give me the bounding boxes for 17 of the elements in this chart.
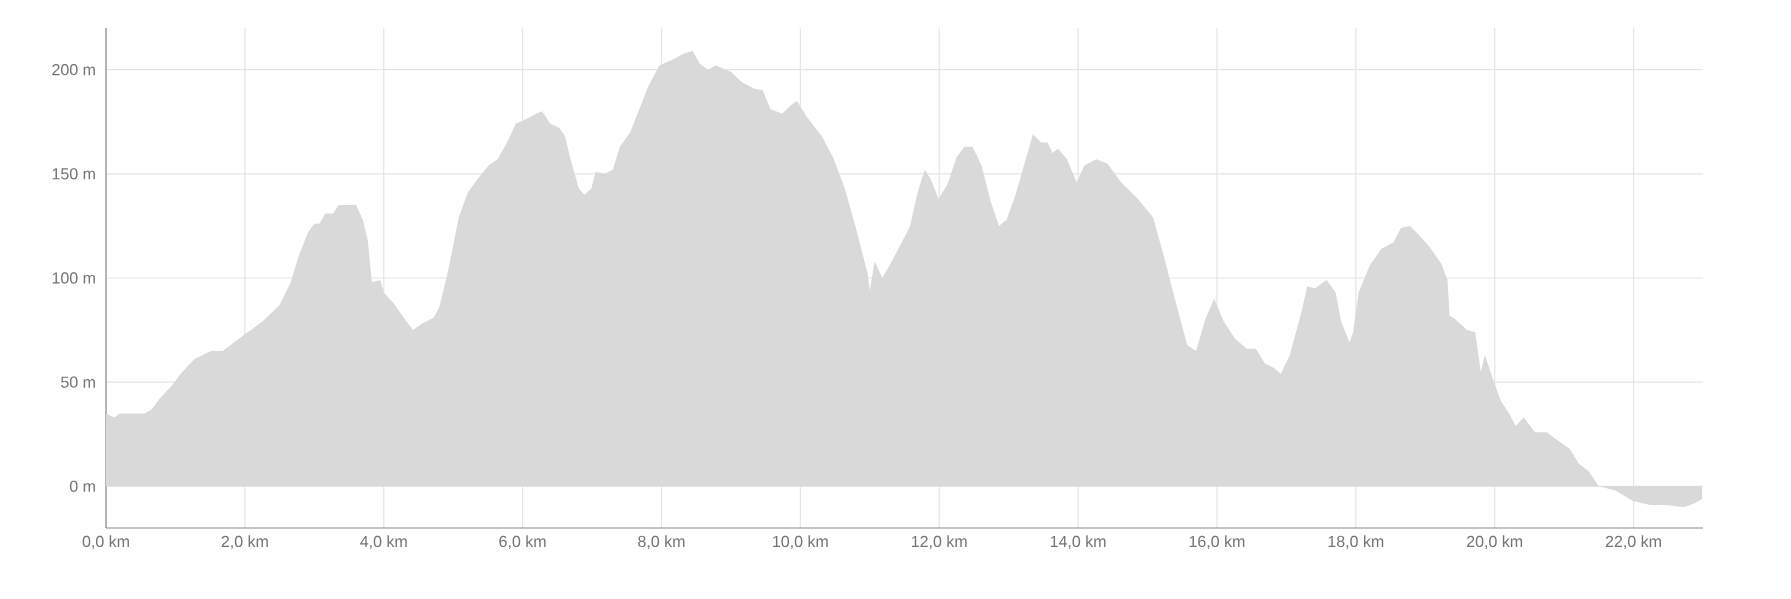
x-tick-label: 16,0 km <box>1189 535 1245 550</box>
x-tick-label: 20,0 km <box>1467 535 1523 550</box>
y-tick-label: 0 m <box>69 480 95 492</box>
x-tick-label: 18,0 km <box>1328 535 1384 550</box>
x-tick-label: 10,0 km <box>773 535 828 550</box>
x-tick-label: 12,0 km <box>911 535 967 550</box>
x-tick-label: 22,0 km <box>1605 535 1661 550</box>
y-tick-label: 200 m <box>52 64 95 76</box>
x-tick-label: 4,0 km <box>360 535 407 550</box>
x-tick-label: 8,0 km <box>638 535 685 550</box>
x-tick-label: 2,0 km <box>221 535 268 550</box>
x-tick-label: 0,0 km <box>82 535 129 550</box>
y-tick-label: 150 m <box>52 168 95 180</box>
y-tick-label: 100 m <box>52 272 95 284</box>
y-tick-label: 50 m <box>61 376 95 388</box>
x-tick-label: 6,0 km <box>499 535 546 550</box>
x-tick-label: 14,0 km <box>1050 535 1106 550</box>
